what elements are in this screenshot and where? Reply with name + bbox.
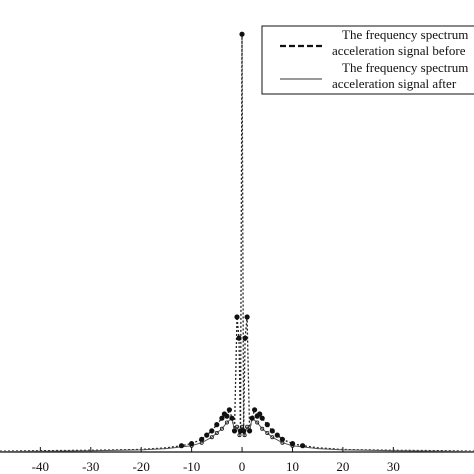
data-point-after bbox=[290, 443, 295, 448]
data-point-before bbox=[224, 413, 230, 419]
data-point-before bbox=[244, 314, 250, 320]
series-line-before bbox=[0, 34, 474, 452]
data-point-before bbox=[234, 314, 240, 320]
data-point-before bbox=[236, 335, 242, 341]
data-point-before bbox=[264, 421, 270, 428]
tick-labels: -40 -30 -20 -10 0 10 20 30 bbox=[32, 459, 400, 474]
data-point-before bbox=[299, 443, 306, 449]
data-point-after bbox=[260, 426, 265, 431]
data-point-after bbox=[232, 428, 237, 433]
data-point-after bbox=[189, 443, 194, 448]
data-point-after bbox=[255, 420, 260, 425]
x-tick-label: 10 bbox=[286, 459, 299, 474]
x-tick-label: -40 bbox=[32, 459, 49, 474]
legend-label-after-line2: acceleration signal after bbox=[332, 76, 457, 91]
data-point-after bbox=[245, 424, 250, 429]
series-layer bbox=[0, 34, 474, 453]
x-tick-label: 0 bbox=[239, 459, 246, 474]
data-point-before bbox=[226, 407, 232, 413]
markers-layer bbox=[178, 31, 306, 449]
data-point-after bbox=[229, 416, 234, 421]
data-point-after bbox=[239, 424, 244, 429]
legend-label-after-line1: The frequency spectrum bbox=[342, 60, 468, 75]
series-line-after bbox=[0, 417, 474, 453]
data-point-before bbox=[204, 432, 210, 438]
data-point-after bbox=[265, 430, 270, 435]
data-point-before bbox=[209, 428, 215, 434]
data-point-after bbox=[214, 430, 219, 435]
data-point-after bbox=[209, 435, 214, 440]
x-tick-label: -30 bbox=[82, 459, 99, 474]
legend: The frequency spectrum acceleration sign… bbox=[261, 25, 474, 95]
data-point-before bbox=[241, 428, 247, 434]
x-tick-label: 30 bbox=[387, 459, 400, 474]
data-point-after bbox=[242, 433, 247, 438]
data-point-before bbox=[259, 415, 265, 421]
data-point-before bbox=[242, 335, 248, 341]
data-point-before bbox=[274, 432, 280, 438]
data-point-after bbox=[224, 420, 229, 425]
legend-label-before-line1: The frequency spectrum bbox=[342, 27, 468, 42]
x-tick-label: 20 bbox=[336, 459, 349, 474]
data-point-before bbox=[214, 421, 220, 428]
data-point-before bbox=[252, 407, 258, 413]
data-point-before bbox=[239, 31, 245, 37]
legend-label-before-line2: acceleration signal before bbox=[332, 43, 466, 58]
data-point-before bbox=[257, 411, 263, 417]
data-point-after bbox=[247, 428, 252, 433]
data-point-before bbox=[269, 428, 275, 434]
data-point-before bbox=[178, 443, 185, 449]
x-tick-label: -10 bbox=[183, 459, 200, 474]
data-point-after bbox=[250, 416, 255, 421]
data-point-after bbox=[199, 440, 204, 445]
data-point-after bbox=[280, 440, 285, 445]
x-tick-label: -20 bbox=[133, 459, 150, 474]
legend-box bbox=[261, 25, 474, 95]
data-point-after bbox=[219, 426, 224, 431]
data-point-after bbox=[234, 424, 239, 429]
data-point-before bbox=[219, 415, 225, 421]
data-point-after bbox=[270, 435, 275, 440]
data-point-after bbox=[237, 433, 242, 438]
